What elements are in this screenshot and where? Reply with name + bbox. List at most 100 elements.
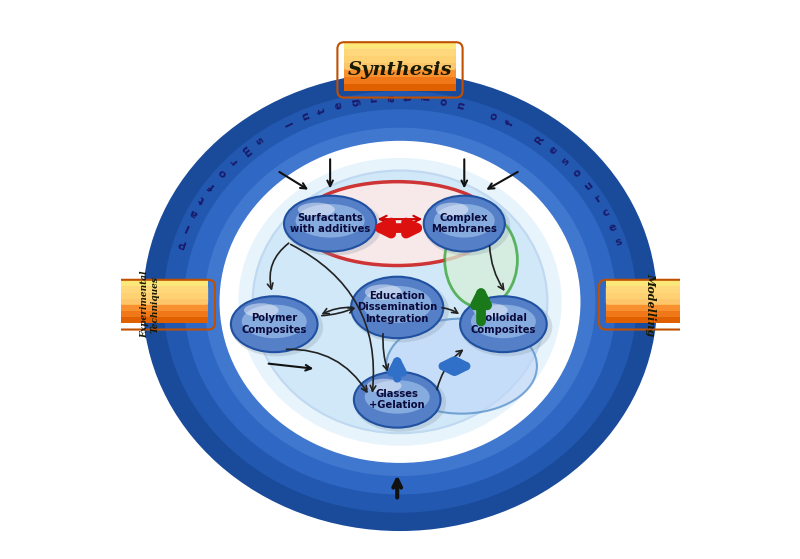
Ellipse shape: [184, 110, 616, 494]
Ellipse shape: [284, 197, 382, 256]
FancyBboxPatch shape: [344, 56, 456, 63]
FancyBboxPatch shape: [606, 285, 695, 305]
Text: P: P: [176, 236, 186, 248]
FancyBboxPatch shape: [91, 299, 208, 305]
Ellipse shape: [163, 91, 637, 513]
Ellipse shape: [367, 379, 402, 392]
Ellipse shape: [231, 296, 318, 352]
Text: s: s: [254, 135, 266, 146]
FancyBboxPatch shape: [344, 48, 456, 70]
Text: l: l: [183, 222, 190, 233]
FancyBboxPatch shape: [91, 292, 208, 299]
Ellipse shape: [471, 305, 536, 338]
FancyBboxPatch shape: [606, 292, 695, 299]
Ellipse shape: [323, 233, 477, 371]
Text: f: f: [206, 180, 217, 191]
Text: n: n: [299, 111, 312, 121]
FancyBboxPatch shape: [606, 310, 695, 317]
Text: t: t: [198, 193, 207, 205]
Ellipse shape: [242, 305, 306, 338]
Text: a: a: [188, 207, 200, 219]
Ellipse shape: [354, 373, 446, 432]
Text: R: R: [533, 134, 546, 146]
Text: o: o: [571, 167, 584, 179]
Text: Modelling: Modelling: [645, 273, 656, 337]
FancyBboxPatch shape: [344, 42, 456, 49]
Ellipse shape: [284, 196, 376, 252]
FancyBboxPatch shape: [606, 280, 695, 286]
Text: t: t: [404, 95, 414, 101]
FancyBboxPatch shape: [606, 316, 695, 323]
Ellipse shape: [298, 202, 334, 217]
Text: s: s: [614, 236, 624, 248]
FancyBboxPatch shape: [91, 280, 208, 286]
Ellipse shape: [225, 146, 575, 458]
Text: o: o: [438, 97, 450, 106]
Text: r: r: [593, 193, 602, 205]
FancyBboxPatch shape: [606, 286, 695, 292]
Text: c: c: [601, 207, 611, 219]
FancyBboxPatch shape: [91, 310, 208, 317]
Ellipse shape: [424, 196, 505, 252]
Text: Surfactants
with additives: Surfactants with additives: [290, 213, 370, 234]
Text: a: a: [386, 94, 396, 102]
Ellipse shape: [473, 303, 508, 318]
Text: e: e: [608, 221, 618, 234]
Text: Synthesis: Synthesis: [348, 61, 452, 79]
Ellipse shape: [237, 157, 563, 447]
Ellipse shape: [424, 197, 510, 256]
Text: s: s: [560, 155, 572, 167]
FancyBboxPatch shape: [91, 316, 208, 323]
Ellipse shape: [287, 201, 513, 402]
FancyBboxPatch shape: [91, 285, 208, 305]
Ellipse shape: [244, 303, 278, 318]
Text: u: u: [582, 179, 594, 192]
Text: r: r: [368, 96, 379, 102]
Ellipse shape: [362, 286, 432, 323]
Ellipse shape: [299, 182, 495, 266]
Ellipse shape: [253, 170, 547, 433]
Ellipse shape: [295, 204, 365, 238]
Text: Education
Dissemination
Integration: Education Dissemination Integration: [357, 291, 438, 324]
Ellipse shape: [386, 319, 537, 414]
Ellipse shape: [445, 212, 518, 307]
Ellipse shape: [351, 277, 443, 338]
FancyBboxPatch shape: [606, 299, 695, 305]
Text: Complex
Membranes: Complex Membranes: [431, 213, 498, 234]
Text: I: I: [285, 119, 295, 127]
Ellipse shape: [246, 164, 554, 439]
Ellipse shape: [460, 297, 552, 357]
Text: f: f: [505, 119, 516, 127]
FancyBboxPatch shape: [91, 305, 208, 311]
Text: e: e: [333, 101, 345, 110]
Ellipse shape: [307, 219, 493, 385]
FancyBboxPatch shape: [344, 63, 456, 70]
FancyBboxPatch shape: [344, 70, 456, 77]
Ellipse shape: [266, 183, 534, 421]
Ellipse shape: [143, 73, 657, 531]
Text: e: e: [547, 144, 559, 157]
Text: o: o: [488, 111, 500, 121]
Text: n: n: [455, 100, 467, 110]
Text: r: r: [229, 156, 240, 167]
Ellipse shape: [354, 372, 441, 428]
Ellipse shape: [205, 127, 595, 476]
Text: g: g: [350, 97, 362, 106]
Ellipse shape: [365, 380, 430, 414]
Ellipse shape: [434, 204, 494, 238]
Text: Polymer
Composites: Polymer Composites: [242, 314, 307, 335]
Ellipse shape: [351, 278, 449, 342]
Text: o: o: [216, 167, 229, 179]
FancyBboxPatch shape: [344, 77, 456, 84]
Ellipse shape: [231, 297, 323, 357]
Ellipse shape: [222, 143, 578, 461]
Text: Colloidal
Composites: Colloidal Composites: [470, 314, 536, 335]
Ellipse shape: [365, 285, 402, 300]
Ellipse shape: [436, 202, 468, 217]
FancyBboxPatch shape: [344, 49, 456, 56]
FancyBboxPatch shape: [91, 286, 208, 292]
Text: t: t: [317, 106, 328, 114]
FancyBboxPatch shape: [606, 305, 695, 311]
Text: m: m: [239, 143, 254, 158]
Text: Glasses
+Gelation: Glasses +Gelation: [370, 389, 425, 410]
